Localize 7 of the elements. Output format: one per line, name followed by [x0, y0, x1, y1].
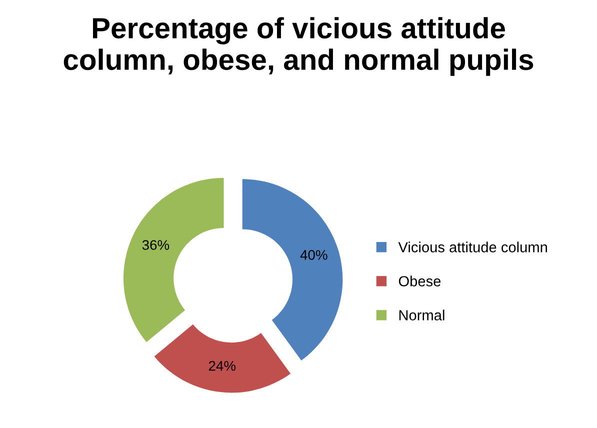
legend-label: Vicious attitude column — [398, 242, 547, 252]
data-label: 40% — [300, 250, 328, 260]
data-label: 36% — [142, 240, 170, 250]
legend-label: Normal — [399, 310, 444, 320]
chart-title: Percentage of vicious attitude column, obese, and normal pupils — [64, 17, 534, 76]
data-label: 24% — [208, 360, 236, 371]
legend-label: Obese — [398, 276, 441, 286]
